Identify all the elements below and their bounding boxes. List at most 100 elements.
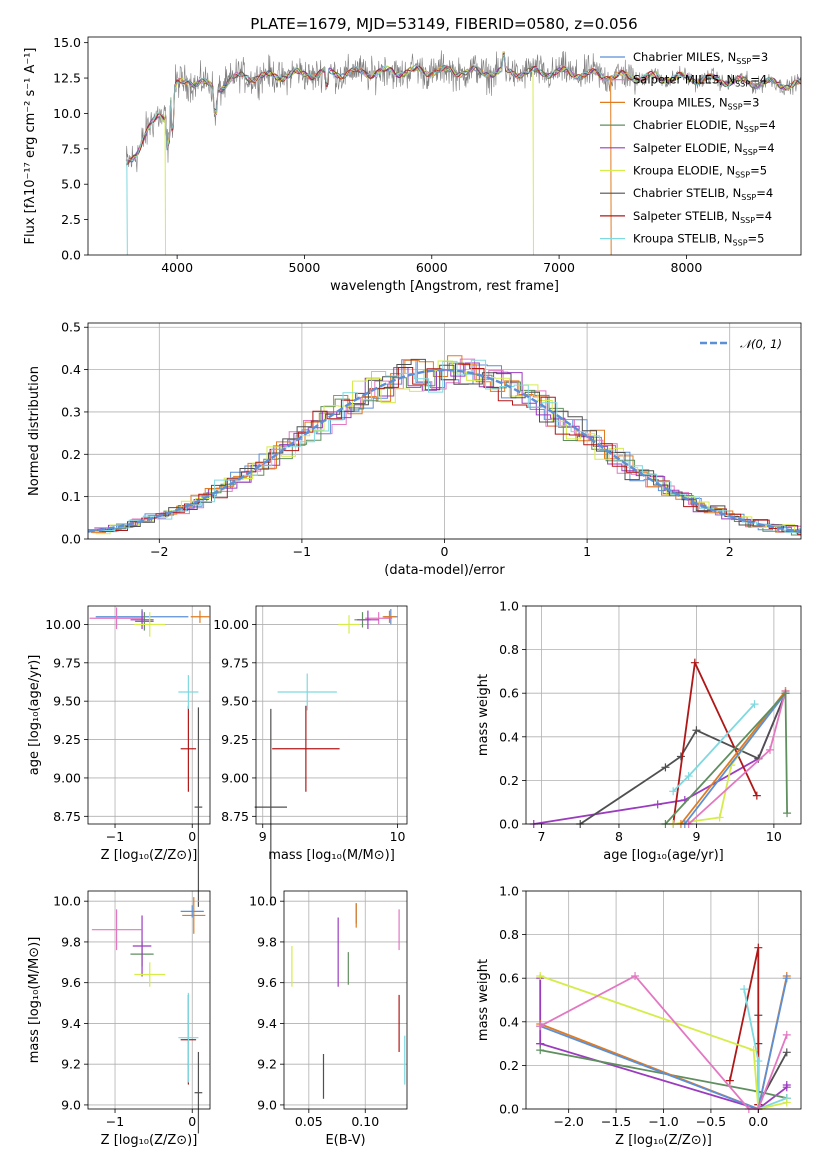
spectrum-plot <box>125 50 801 255</box>
residuals-plot <box>87 355 802 536</box>
normal-legend-label: 𝒩(0, 1) <box>740 337 782 351</box>
x-tick-label: 9 <box>259 829 267 844</box>
weight-series-marker <box>536 972 545 981</box>
x-tick-label: 0 <box>188 829 196 844</box>
legend-label: Salpeter STELIB, NSSP=4 <box>633 209 772 225</box>
normal-curve <box>87 368 802 533</box>
weight-series-marker <box>754 1057 763 1066</box>
y-tick-label: 0.0 <box>61 532 81 547</box>
y-tick-label: 9.75 <box>53 655 81 670</box>
chart-layer: 4000 5000 6000 7000 80000.02.55.07.510.012.5… <box>23 35 802 1148</box>
errorbar-point-kroupa-elodie <box>338 615 360 634</box>
x-tick-label: 10 <box>766 829 782 844</box>
axes-frame <box>87 36 802 256</box>
x-axis-label: age [log₁₀(age/yr)] <box>603 848 724 863</box>
x-tick-label: 1 <box>583 544 591 559</box>
y-tick-label: 5.0 <box>61 177 81 192</box>
y-tick-label: 9.0 <box>257 1097 277 1112</box>
x-axis-label: mass [log₁₀(M/M⊙)] <box>268 848 395 863</box>
x-tick-label: 7000 <box>543 260 575 275</box>
errorbar-point-kroupa-miles <box>190 610 210 623</box>
x-tick-label: −1.5 <box>601 1114 631 1129</box>
y-tick-label: 0.2 <box>499 1058 519 1073</box>
weight-series-marker <box>782 1098 791 1107</box>
legend-label: Salpeter MILES, NSSP=4 <box>633 73 767 89</box>
mass-vs-ebv-plot <box>291 903 406 1099</box>
errorbar-point-kroupa-miles <box>382 610 397 623</box>
mass-vs-z-grid <box>88 891 210 1109</box>
y-tick-label: 9.00 <box>53 770 81 785</box>
y-tick-label: 9.8 <box>61 934 81 949</box>
weight-series-kroupa-stelib <box>669 700 759 796</box>
y-tick-label: 0.5 <box>61 320 81 335</box>
legend-label-sub: SSP <box>735 80 750 89</box>
legend-label-suffix: =4 <box>756 186 773 200</box>
y-axis-label: Normed distribution <box>27 366 42 496</box>
residuals-panel: −2 −1 0 1 2 0.0 0.1 0.2 0.3 0.4 0.5 (data-model)/er… <box>27 320 802 578</box>
y-tick-label: 1.0 <box>499 599 519 614</box>
axes-frame <box>87 890 211 1110</box>
legend-label-sub: SSP <box>728 102 743 111</box>
legend-label: Salpeter ELODIE, NSSP=4 <box>633 141 775 157</box>
legend-label-text: Chabrier MILES, N <box>633 50 736 64</box>
weight-series-marker <box>766 745 775 754</box>
y-tick-label: 9.6 <box>257 975 277 990</box>
legend-label-sub: SSP <box>735 171 750 180</box>
weight-series-marker <box>782 1081 791 1090</box>
errorbar-point-salpeter-stelib <box>272 705 340 792</box>
legend-label-text: Kroupa MILES, N <box>633 95 728 109</box>
mass-vs-z-panel: −1 0 9.0 9.2 9.4 9.6 9.8 10.0 Z [log₁₀(Z/Z⊙)] mas… <box>27 890 211 1148</box>
legend-label-suffix: =4 <box>758 141 775 155</box>
legend-label-text: Salpeter STELIB, N <box>633 209 740 223</box>
y-tick-label: 0.4 <box>499 1014 519 1029</box>
residuals-axes: −2 −1 0 1 2 0.0 0.1 0.2 0.3 0.4 0.5 (data-model)/er… <box>27 320 802 578</box>
spectrum-axes: 4000 5000 6000 7000 8000 0.0 2.5 5.0 7.5 10.0 12.5… <box>23 35 802 294</box>
axes-frame <box>255 605 408 825</box>
spectrum-data-line <box>125 50 801 173</box>
weight-series-marker <box>783 809 792 818</box>
y-tick-label: 9.75 <box>221 655 249 670</box>
x-axis-label: wavelength [Angstrom, rest frame] <box>330 279 559 294</box>
weight-series-line <box>539 975 788 1111</box>
spectrum-masked-drop <box>164 114 167 255</box>
x-tick-label: 0 <box>441 544 449 559</box>
y-tick-label: 9.50 <box>221 694 249 709</box>
x-tick-label: −2 <box>150 544 168 559</box>
weight-series-marker <box>690 658 699 667</box>
age-vs-mass-grid <box>256 606 407 824</box>
y-tick-label: 0.8 <box>499 642 519 657</box>
y-tick-label: 9.4 <box>257 1016 277 1031</box>
errorbar-point-salpeter-elodie <box>357 610 379 630</box>
mass-vs-ebv-grid <box>284 891 407 1109</box>
weight-series-marker <box>740 985 749 994</box>
x-tick-label: 8 <box>615 829 623 844</box>
errorbar-point-chabrier-stelib <box>194 1051 203 1134</box>
legend-label-sub: SSP <box>744 125 759 134</box>
x-tick-label: −1.0 <box>648 1114 678 1129</box>
weight-series-marker <box>754 943 763 952</box>
legend-label-text: Kroupa ELODIE, N <box>633 164 735 178</box>
y-tick-label: 9.0 <box>61 1097 81 1112</box>
legend-label-text: Salpeter ELODIE, N <box>633 141 743 155</box>
y-tick-label: 9.25 <box>53 732 81 747</box>
weight-series-marker <box>752 791 761 800</box>
weight-vs-age-panel: 7 8 9 10 0.0 0.2 0.4 0.6 0.8 1.0 age [log₁₀(age/yr… <box>476 599 802 863</box>
axes-frame <box>87 605 211 825</box>
y-axis-label: age [log₁₀(age/yr)] <box>27 655 42 776</box>
y-tick-label: 9.4 <box>61 1016 81 1031</box>
y-tick-label: 8.75 <box>221 809 249 824</box>
x-tick-label: 0.05 <box>295 1114 323 1129</box>
spectrum-masked-drop <box>610 75 612 255</box>
age-vs-z-grid <box>88 606 210 824</box>
histogram-kroupa-elodie <box>95 360 801 535</box>
y-axis-label: Flux [fλ10⁻¹⁷ erg cm⁻² s⁻¹ A⁻¹] <box>23 48 38 245</box>
x-tick-label: −2.0 <box>553 1114 583 1129</box>
x-tick-label: −0.5 <box>696 1114 726 1129</box>
x-tick-label: 0 <box>188 1114 196 1129</box>
spectrum-model-line-kroupa-stelib <box>125 53 801 161</box>
x-axis-label: Z [log₁₀(Z/Z⊙)] <box>101 1133 198 1148</box>
errorbar-point-chabrier-stelib <box>254 708 288 906</box>
y-tick-label: 2.5 <box>61 212 81 227</box>
